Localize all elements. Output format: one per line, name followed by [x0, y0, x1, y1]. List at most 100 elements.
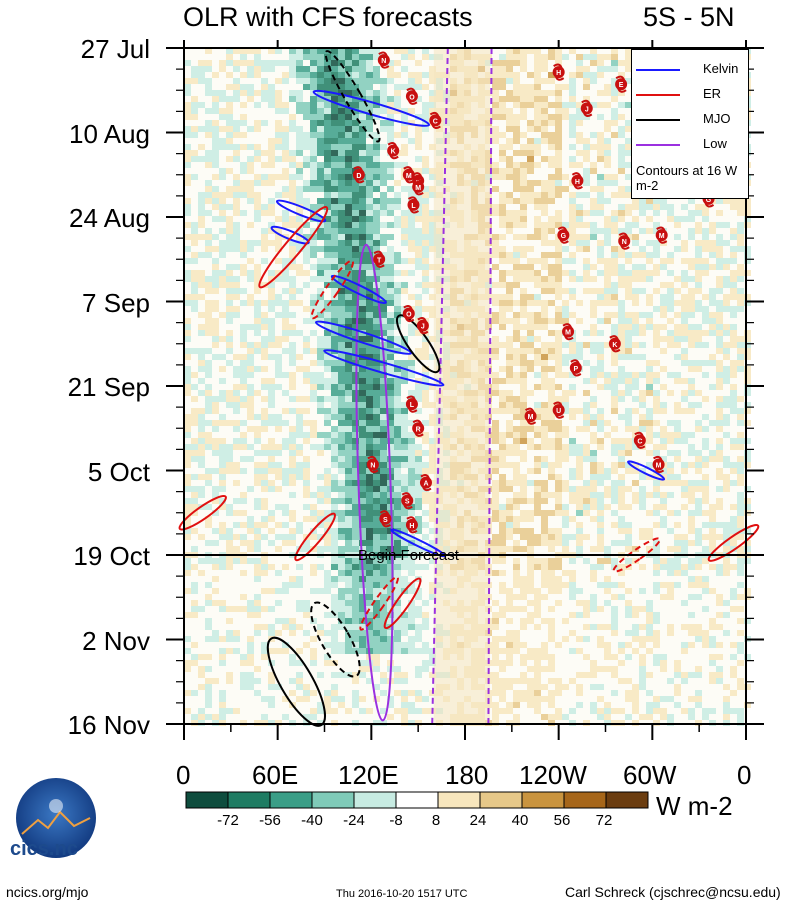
olr-anomaly-cell	[282, 60, 289, 66]
olr-anomaly-cell	[359, 294, 366, 300]
olr-anomaly-cell	[387, 294, 394, 300]
olr-anomaly-cell	[555, 444, 562, 450]
olr-anomaly-cell	[359, 450, 366, 456]
olr-anomaly-cell	[394, 252, 401, 258]
olr-anomaly-cell	[233, 444, 240, 450]
olr-anomaly-cell	[562, 312, 569, 318]
olr-anomaly-cell	[590, 198, 597, 204]
olr-anomaly-cell	[219, 198, 226, 204]
olr-anomaly-cell	[191, 396, 198, 402]
olr-anomaly-cell	[716, 414, 723, 420]
olr-anomaly-cell	[639, 246, 646, 252]
olr-anomaly-cell	[303, 366, 310, 372]
olr-anomaly-cell	[373, 522, 380, 528]
olr-anomaly-cell	[331, 498, 338, 504]
olr-anomaly-cell	[380, 276, 387, 282]
olr-anomaly-cell	[723, 534, 730, 540]
olr-anomaly-cell	[569, 408, 576, 414]
olr-anomaly-cell	[408, 54, 415, 60]
olr-anomaly-cell	[653, 558, 660, 564]
olr-anomaly-cell	[576, 600, 583, 606]
olr-anomaly-cell	[674, 534, 681, 540]
olr-anomaly-cell	[681, 336, 688, 342]
olr-anomaly-cell	[226, 48, 233, 54]
olr-anomaly-cell	[373, 174, 380, 180]
olr-anomaly-cell	[261, 246, 268, 252]
olr-anomaly-cell	[268, 156, 275, 162]
olr-anomaly-cell	[289, 576, 296, 582]
olr-anomaly-cell	[499, 546, 506, 552]
olr-anomaly-cell	[275, 258, 282, 264]
olr-anomaly-cell	[289, 96, 296, 102]
olr-anomaly-cell	[373, 150, 380, 156]
olr-anomaly-cell	[660, 384, 667, 390]
olr-anomaly-cell	[576, 522, 583, 528]
olr-anomaly-cell	[429, 240, 436, 246]
olr-anomaly-cell	[338, 498, 345, 504]
olr-anomaly-cell	[296, 354, 303, 360]
olr-anomaly-cell	[667, 372, 674, 378]
olr-anomaly-cell	[618, 60, 625, 66]
olr-anomaly-cell	[289, 66, 296, 72]
olr-anomaly-cell	[338, 600, 345, 606]
olr-anomaly-cell	[548, 282, 555, 288]
olr-anomaly-cell	[555, 132, 562, 138]
olr-anomaly-cell	[303, 486, 310, 492]
olr-anomaly-cell	[338, 588, 345, 594]
olr-anomaly-cell	[548, 228, 555, 234]
olr-anomaly-cell	[583, 408, 590, 414]
olr-anomaly-cell	[310, 60, 317, 66]
olr-anomaly-cell	[345, 366, 352, 372]
olr-anomaly-cell	[331, 462, 338, 468]
olr-anomaly-cell	[429, 504, 436, 510]
olr-anomaly-cell	[408, 582, 415, 588]
olr-anomaly-cell	[373, 180, 380, 186]
olr-anomaly-cell	[387, 108, 394, 114]
olr-anomaly-cell	[688, 462, 695, 468]
olr-anomaly-cell	[674, 330, 681, 336]
olr-anomaly-cell	[625, 330, 632, 336]
olr-anomaly-cell	[744, 198, 751, 204]
olr-anomaly-cell	[660, 480, 667, 486]
olr-anomaly-cell	[359, 306, 366, 312]
olr-anomaly-cell	[338, 60, 345, 66]
olr-anomaly-cell	[233, 60, 240, 66]
olr-anomaly-cell	[506, 600, 513, 606]
olr-anomaly-cell	[205, 480, 212, 486]
olr-anomaly-cell	[737, 594, 744, 600]
olr-anomaly-cell	[345, 180, 352, 186]
olr-anomaly-cell	[366, 390, 373, 396]
olr-anomaly-cell	[597, 468, 604, 474]
olr-anomaly-cell	[345, 204, 352, 210]
olr-anomaly-cell	[338, 450, 345, 456]
olr-anomaly-cell	[513, 174, 520, 180]
olr-anomaly-cell	[569, 216, 576, 222]
olr-anomaly-cell	[317, 138, 324, 144]
olr-anomaly-cell	[352, 540, 359, 546]
olr-anomaly-cell	[212, 264, 219, 270]
olr-anomaly-cell	[317, 168, 324, 174]
olr-anomaly-cell	[499, 174, 506, 180]
olr-anomaly-cell	[247, 366, 254, 372]
olr-anomaly-cell	[394, 570, 401, 576]
olr-anomaly-cell	[345, 486, 352, 492]
olr-anomaly-cell	[590, 570, 597, 576]
olr-anomaly-cell	[541, 486, 548, 492]
olr-anomaly-cell	[716, 252, 723, 258]
olr-anomaly-cell	[646, 312, 653, 318]
olr-anomaly-cell	[618, 228, 625, 234]
olr-anomaly-cell	[576, 348, 583, 354]
olr-anomaly-cell	[632, 198, 639, 204]
olr-anomaly-cell	[667, 336, 674, 342]
olr-anomaly-cell	[289, 186, 296, 192]
olr-anomaly-cell	[373, 570, 380, 576]
olr-anomaly-cell	[296, 162, 303, 168]
olr-anomaly-cell	[275, 216, 282, 222]
olr-anomaly-cell	[415, 114, 422, 120]
olr-anomaly-cell	[254, 150, 261, 156]
olr-anomaly-cell	[569, 468, 576, 474]
olr-anomaly-cell	[681, 378, 688, 384]
olr-anomaly-cell	[513, 96, 520, 102]
olr-anomaly-cell	[184, 366, 191, 372]
olr-anomaly-cell	[366, 588, 373, 594]
